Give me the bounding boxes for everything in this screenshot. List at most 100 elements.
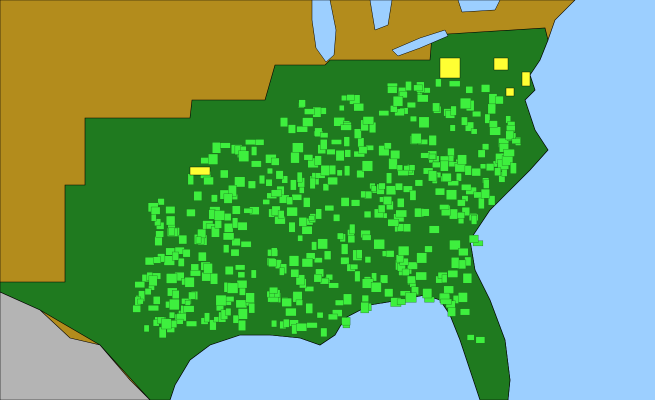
county — [480, 163, 486, 169]
county — [324, 205, 335, 212]
county — [331, 139, 342, 145]
county — [461, 184, 472, 191]
county — [416, 252, 427, 264]
county — [396, 298, 406, 305]
county — [279, 267, 285, 276]
county — [395, 209, 407, 218]
county — [305, 252, 316, 260]
county — [489, 126, 501, 136]
county — [480, 188, 490, 199]
county — [281, 175, 288, 184]
county — [441, 274, 448, 283]
county — [449, 239, 461, 251]
county — [268, 258, 277, 267]
county — [224, 266, 234, 275]
county — [477, 149, 486, 158]
county — [360, 302, 369, 314]
county — [354, 270, 361, 282]
county — [446, 189, 457, 200]
county — [245, 292, 255, 303]
county — [335, 299, 344, 306]
county — [271, 247, 278, 257]
county — [320, 132, 329, 138]
county — [439, 57, 461, 79]
county — [373, 239, 385, 250]
county — [320, 139, 328, 150]
county — [421, 208, 430, 217]
county — [510, 162, 517, 174]
county — [488, 195, 496, 206]
county — [157, 198, 165, 206]
county — [397, 169, 409, 176]
county — [454, 163, 466, 173]
county — [288, 221, 296, 233]
county — [290, 152, 300, 164]
county — [223, 213, 232, 221]
county — [486, 163, 495, 171]
county — [211, 194, 218, 203]
county — [378, 110, 390, 116]
county — [271, 157, 280, 166]
county — [481, 84, 491, 93]
county — [383, 196, 392, 205]
county — [327, 176, 338, 185]
county — [267, 296, 279, 303]
county — [460, 97, 472, 109]
county — [440, 298, 452, 305]
county — [290, 269, 300, 278]
county — [285, 307, 297, 317]
county — [144, 288, 152, 295]
county — [197, 228, 207, 239]
county — [161, 318, 172, 330]
county — [237, 221, 248, 231]
county — [362, 116, 374, 125]
county — [184, 300, 191, 306]
county — [336, 169, 343, 177]
county — [182, 249, 191, 258]
county — [298, 217, 307, 227]
county — [378, 204, 386, 213]
county — [222, 232, 235, 241]
county — [165, 206, 176, 214]
county — [325, 274, 333, 281]
county — [265, 179, 273, 187]
county — [390, 105, 398, 113]
county — [378, 145, 390, 156]
county — [493, 57, 509, 71]
lake-huron — [369, 0, 393, 31]
county — [495, 95, 504, 105]
county — [343, 136, 350, 147]
county — [154, 218, 161, 226]
county — [232, 314, 239, 324]
county — [186, 320, 197, 327]
county — [395, 182, 403, 191]
county — [356, 170, 365, 178]
county — [341, 95, 347, 101]
county — [364, 256, 372, 264]
county — [303, 154, 314, 161]
county — [301, 258, 313, 268]
county — [238, 320, 246, 331]
county — [451, 257, 460, 269]
county — [503, 149, 515, 157]
county — [213, 316, 220, 323]
county — [193, 191, 203, 201]
county — [344, 149, 351, 158]
county — [153, 296, 161, 305]
county — [320, 165, 330, 176]
county — [457, 212, 465, 219]
county — [290, 179, 297, 191]
county — [209, 319, 217, 331]
county — [505, 87, 515, 97]
county — [166, 215, 176, 226]
county — [428, 153, 437, 160]
county — [460, 308, 470, 316]
county — [251, 146, 258, 156]
county — [341, 317, 351, 326]
county — [195, 236, 202, 244]
county — [305, 303, 313, 314]
county — [143, 324, 150, 333]
county — [188, 291, 196, 300]
county — [245, 139, 256, 145]
